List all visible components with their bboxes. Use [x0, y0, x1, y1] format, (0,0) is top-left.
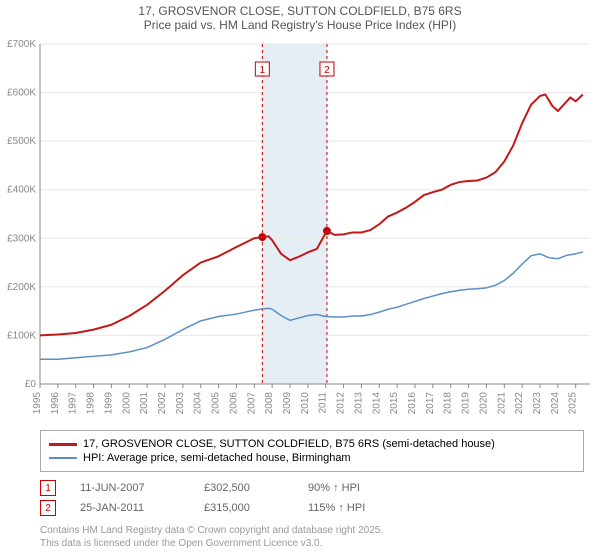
svg-text:2016: 2016 [407, 392, 418, 415]
sale-date: 11-JUN-2007 [80, 482, 180, 494]
svg-text:£200K: £200K [7, 282, 36, 293]
svg-text:2010: 2010 [300, 392, 311, 415]
sale-marker: 2 [40, 500, 56, 516]
sale-row: 1 11-JUN-2007 £302,500 90% ↑ HPI [40, 478, 584, 498]
svg-text:2015: 2015 [389, 392, 400, 415]
svg-text:1: 1 [260, 65, 266, 76]
svg-text:2002: 2002 [157, 392, 168, 415]
sale-marker: 1 [40, 480, 56, 496]
svg-text:2011: 2011 [318, 392, 329, 414]
svg-text:2012: 2012 [336, 392, 347, 415]
svg-text:2000: 2000 [121, 392, 132, 415]
svg-text:2008: 2008 [264, 392, 275, 415]
svg-text:1997: 1997 [68, 392, 79, 415]
svg-text:2024: 2024 [550, 392, 561, 415]
sale-price: £302,500 [204, 482, 284, 494]
svg-text:£500K: £500K [7, 136, 36, 147]
title-line-1: 17, GROSVENOR CLOSE, SUTTON COLDFIELD, B… [0, 4, 600, 18]
svg-text:£300K: £300K [7, 233, 36, 244]
svg-text:2019: 2019 [461, 392, 472, 415]
svg-text:2023: 2023 [532, 392, 543, 415]
sale-pct: 90% ↑ HPI [308, 482, 408, 494]
svg-text:£600K: £600K [7, 88, 36, 99]
attribution-line-1: Contains HM Land Registry data © Crown c… [40, 524, 584, 537]
svg-text:2007: 2007 [246, 392, 257, 415]
svg-text:1998: 1998 [86, 392, 97, 415]
svg-text:2022: 2022 [514, 392, 525, 415]
legend: 17, GROSVENOR CLOSE, SUTTON COLDFIELD, B… [40, 430, 584, 472]
svg-text:2006: 2006 [228, 392, 239, 415]
svg-text:1996: 1996 [50, 392, 61, 415]
svg-text:1995: 1995 [32, 392, 43, 415]
svg-text:2014: 2014 [371, 392, 382, 415]
chart-area: £0 £100K £200K £300K £400K £500K £600K £700K 199… [0, 34, 600, 424]
sale-pct: 115% ↑ HPI [308, 502, 408, 514]
sale-date: 25-JAN-2011 [80, 502, 180, 514]
legend-label: HPI: Average price, semi-detached house,… [83, 452, 351, 464]
svg-text:2004: 2004 [193, 392, 204, 415]
svg-text:2025: 2025 [568, 392, 579, 415]
svg-text:2013: 2013 [353, 392, 364, 415]
svg-text:2017: 2017 [425, 392, 436, 415]
title-line-2: Price paid vs. HM Land Registry's House … [0, 18, 600, 32]
svg-text:2018: 2018 [443, 392, 454, 415]
legend-swatch [49, 443, 77, 446]
svg-text:2009: 2009 [282, 392, 293, 415]
sales-list: 1 11-JUN-2007 £302,500 90% ↑ HPI 2 25-JAN-201… [40, 478, 584, 518]
attribution-line-2: This data is licensed under the Open Gov… [40, 537, 584, 550]
svg-text:£100K: £100K [7, 330, 36, 341]
svg-text:2021: 2021 [496, 392, 507, 415]
svg-text:2003: 2003 [175, 392, 186, 415]
chart-title-block: 17, GROSVENOR CLOSE, SUTTON COLDFIELD, B… [0, 0, 600, 34]
sale-price: £315,000 [204, 502, 284, 514]
line-chart: £0 £100K £200K £300K £400K £500K £600K £700K 199… [0, 34, 600, 424]
legend-row: HPI: Average price, semi-detached house,… [49, 451, 575, 465]
svg-text:£400K: £400K [7, 185, 36, 196]
sale-row: 2 25-JAN-2011 £315,000 115% ↑ HPI [40, 498, 584, 518]
legend-label: 17, GROSVENOR CLOSE, SUTTON COLDFIELD, B… [83, 438, 495, 450]
attribution: Contains HM Land Registry data © Crown c… [40, 524, 584, 550]
svg-text:2001: 2001 [139, 392, 150, 415]
svg-text:£700K: £700K [7, 39, 36, 50]
legend-row: 17, GROSVENOR CLOSE, SUTTON COLDFIELD, B… [49, 437, 575, 451]
svg-text:2: 2 [324, 65, 330, 76]
svg-text:£0: £0 [25, 379, 37, 390]
svg-text:2005: 2005 [211, 392, 222, 415]
legend-swatch [49, 457, 77, 459]
svg-text:1999: 1999 [103, 392, 114, 415]
svg-text:2020: 2020 [478, 392, 489, 415]
